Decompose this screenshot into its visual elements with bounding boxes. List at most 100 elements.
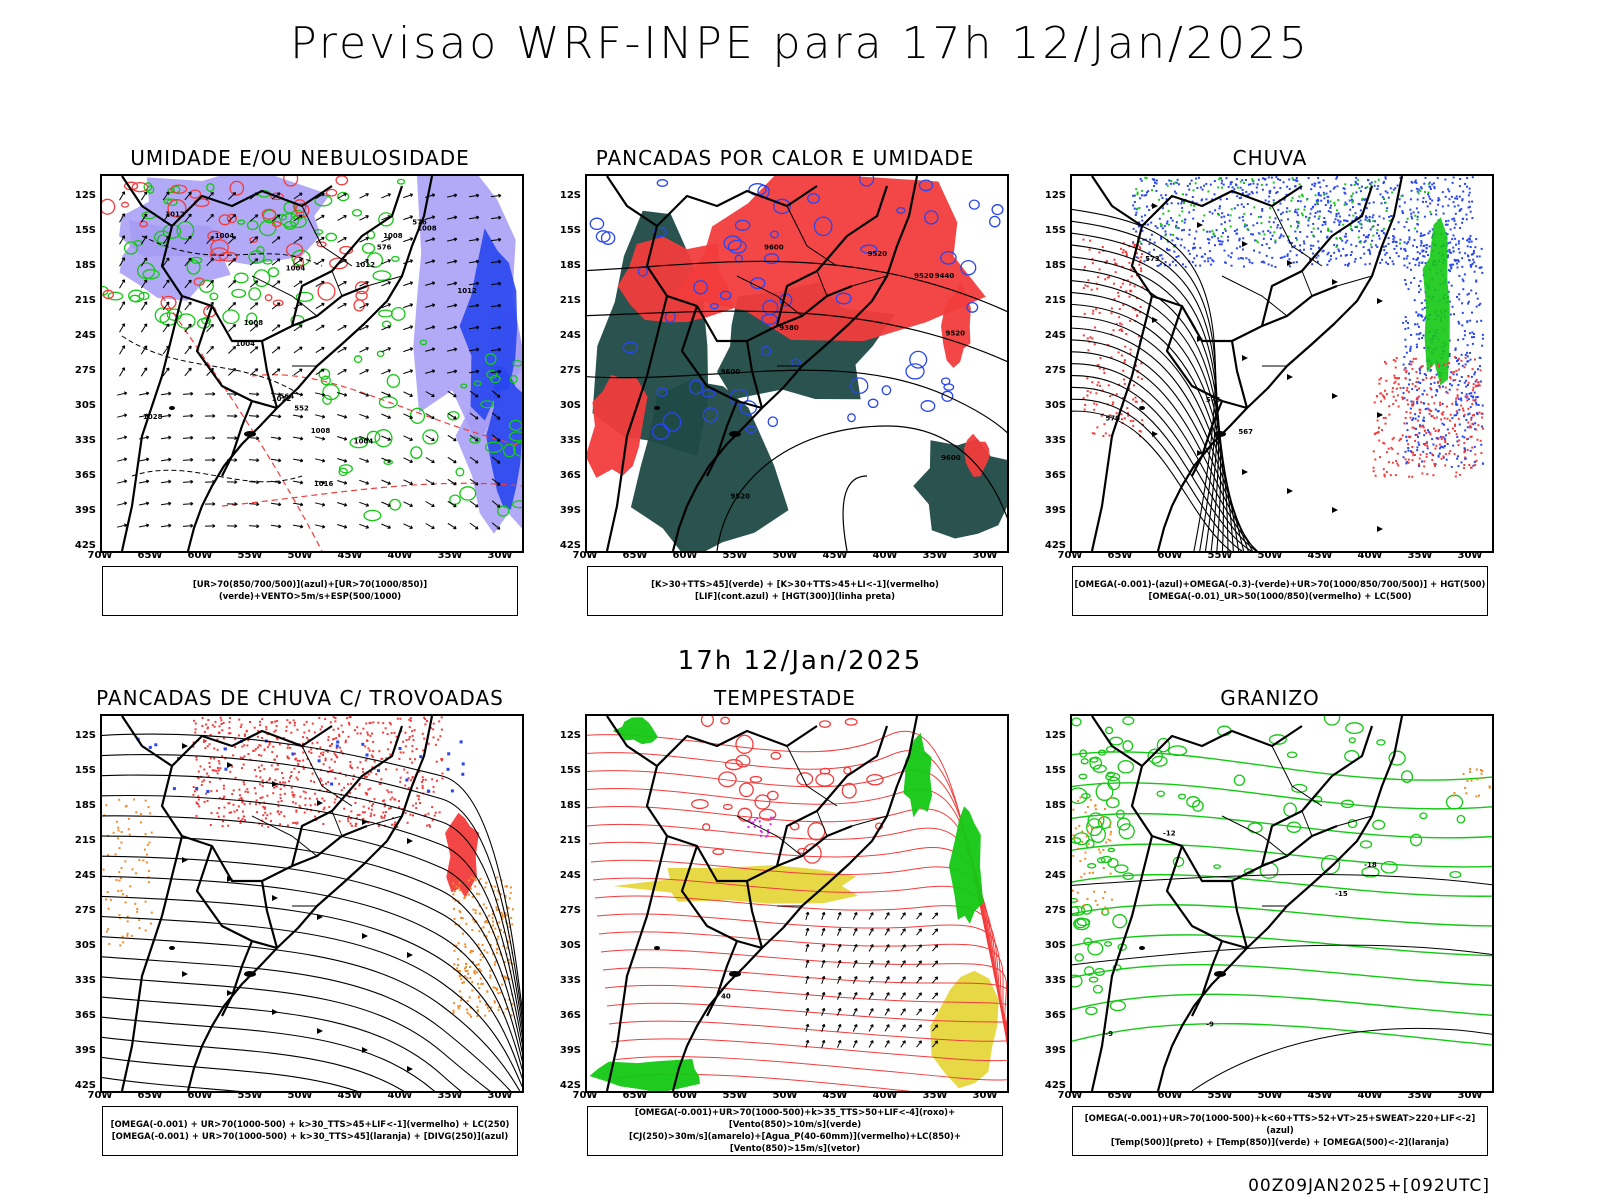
omega-blue-east-dot [1472, 258, 1475, 261]
thunder-orange-west-dot [119, 917, 121, 920]
thunder-orange-dot [496, 989, 498, 991]
lc500-streamlines-arrowhead [1287, 260, 1293, 266]
thunder-red-dot [237, 734, 240, 737]
ur50-red-dot [1433, 427, 1435, 430]
ur50-red-west-dot [1129, 283, 1132, 286]
lc850-red-contours-contour [866, 773, 884, 786]
legend-text: [OMEGA(-0.001)-(azul)+OMEGA(-0.3)-(verde… [1074, 580, 1486, 590]
ur50-red-dot [1467, 381, 1470, 384]
wind-vectors-vector [162, 323, 170, 333]
omega-blue-dot [1155, 182, 1158, 185]
thunder-red-dot [362, 818, 365, 820]
red-thickness-contours-contour [209, 247, 229, 262]
ur50-red-dot [1396, 462, 1399, 465]
ur50-red-dot [1433, 417, 1436, 420]
omega-blue-dot [1229, 183, 1232, 186]
omega-blue-dot [1280, 233, 1283, 236]
thunder-orange-dot [479, 1000, 482, 1003]
thunder-orange-dot [478, 904, 481, 907]
k-tts-li-red-region [941, 279, 971, 368]
omega-blue-dot [1148, 209, 1151, 211]
omega-blue-east-dot [1405, 242, 1408, 245]
ur50-red-west-dot [1093, 402, 1096, 405]
lc500-streamlines-line [1072, 208, 1216, 551]
omega-blue-dot [1229, 181, 1232, 184]
ur50-red-dot [1469, 436, 1472, 438]
omega-blue-east-dot [1416, 446, 1419, 449]
omega-blue-east-dot [1473, 391, 1476, 394]
omega-green-speckle-dot [1417, 192, 1420, 195]
omega500-orange-dot [1104, 808, 1106, 810]
green-wind-contours-contour [322, 383, 340, 401]
wind-vectors-vector [228, 258, 237, 266]
omega-blue-dot [1175, 181, 1178, 184]
wind850-vectors-vector [884, 992, 890, 1000]
wind-vectors-vector [249, 236, 259, 244]
omega-blue-dot [1220, 182, 1223, 185]
ur50-red-dot [1443, 417, 1446, 420]
lat-tick-label: 12S [74, 730, 96, 741]
ur50-red-dot [1396, 452, 1399, 455]
lc850-red-contours-contour [722, 803, 733, 810]
omega-blue-dot [1235, 178, 1238, 181]
omega-blue-dot [1268, 195, 1271, 198]
omega-blue-dot [1355, 191, 1358, 194]
omega-blue-dot [1247, 183, 1250, 186]
ur50-red-dot [1391, 461, 1394, 464]
omega-blue-dot [1316, 198, 1319, 201]
thunder-red-dot [283, 737, 286, 740]
omega-blue-dot [1223, 249, 1226, 252]
legend-box: [UR>70(850/700/500)](azul)+[UR>70(1000/8… [102, 566, 518, 616]
ur50-red-dot [1391, 448, 1394, 451]
panel-title: GRANIZO [1220, 686, 1320, 710]
omega-blue-dot [1435, 213, 1438, 216]
legend-text: [CJ(250)>30m/s](amarelo)+[Agua_P(40-60mm… [628, 1132, 962, 1154]
green-wind-contours-contour [469, 436, 481, 444]
omega-blue-dot [1236, 228, 1238, 231]
ur50-red-dot [1434, 430, 1437, 432]
omega-blue-dot [1200, 255, 1203, 258]
ur50-red-dot [1448, 452, 1451, 455]
omega500-orange-east-dot [1452, 794, 1455, 797]
wind-vectors-vector [184, 235, 192, 245]
ur50-red-west-dot [1110, 307, 1113, 310]
lc850-red-contours-contour [718, 771, 737, 788]
omega-blue-dot [1317, 200, 1320, 203]
omega-blue-east-dot [1463, 415, 1465, 418]
lake [244, 971, 256, 977]
omega-blue-dot [1335, 257, 1338, 260]
red-thickness-contours-contour [264, 294, 273, 302]
lat-tick-label: 30S [559, 940, 581, 951]
omega-blue-dot [1412, 244, 1415, 247]
thunder-red-dot [229, 770, 232, 773]
ur50-red-west-dot [1129, 348, 1132, 351]
thunder-red-dot [354, 825, 357, 827]
thunder-red-dot [209, 757, 212, 760]
wind-vectors-vector [206, 257, 214, 267]
wind-vectors-vector [206, 323, 214, 333]
omega-blue-east-dot [1410, 334, 1413, 336]
wind850-vectors-vector [916, 1008, 922, 1016]
wind-vectors-vector [184, 191, 192, 201]
divergence-blue-dot [398, 747, 402, 750]
wind-vectors-vector [425, 325, 436, 330]
storm-magenta-dot [760, 831, 763, 834]
thunder-red-dot [277, 805, 280, 807]
border-line [1091, 176, 1338, 343]
omega-blue-east-dot [1423, 373, 1426, 375]
thunder-red-dot [344, 741, 347, 744]
ur50-red-dot [1426, 445, 1429, 447]
thunder-orange-west-dot [136, 910, 139, 913]
omega-blue-dot [1195, 254, 1198, 257]
omega-blue-east-dot [1473, 373, 1476, 376]
precipitable-water-line [598, 931, 1007, 1044]
wind-vectors-vector [119, 323, 126, 333]
wind850-vectors-vector [884, 960, 890, 968]
omega-blue-dot [1461, 221, 1464, 224]
wind-vectors-vector [248, 392, 260, 397]
omega-blue-east-dot [1472, 250, 1475, 252]
omega-blue-east-dot [1422, 450, 1425, 453]
omega-blue-dot [1146, 205, 1148, 208]
omega-blue-dot [1465, 218, 1468, 221]
